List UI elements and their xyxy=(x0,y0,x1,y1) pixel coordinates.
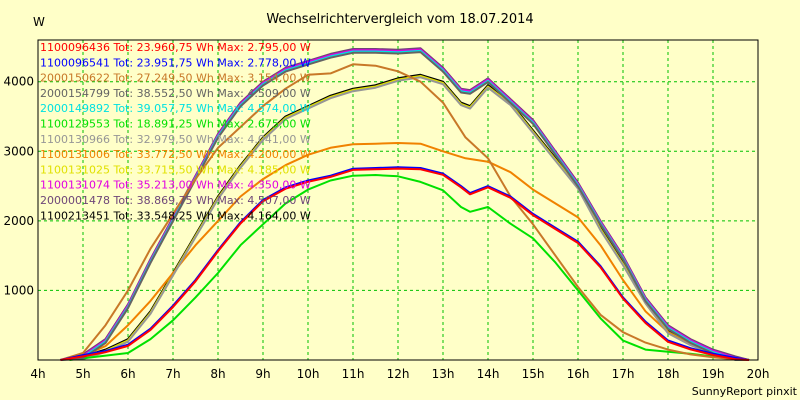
x-tick-label: 8h xyxy=(210,367,225,381)
x-tick-label: 5h xyxy=(75,367,90,381)
legend-entry-1100130966: 1100130966 Tot: 32.979,50 Wh Max: 4.041,… xyxy=(40,133,311,146)
grid xyxy=(38,40,758,360)
legend-entry-1100131006: 1100131006 Tot: 33.772,50 Wh Max: 4.200,… xyxy=(40,148,311,161)
x-tick-label: 11h xyxy=(342,367,365,381)
legend-entry-2000001478: 2000001478 Tot: 38.869,75 Wh Max: 4.507,… xyxy=(40,194,311,207)
footer-credit: SunnyReport pinxit xyxy=(692,385,798,398)
x-tick-label: 6h xyxy=(120,367,135,381)
series-line-1100096436 xyxy=(60,167,750,361)
axis-ticks: 4h 5h 6h 7h 8h 9h 10h 11h 12h 13h 14h 15h 16h 17h 18h 1… xyxy=(3,75,769,381)
y-axis-label: W xyxy=(33,15,45,29)
x-tick-label: 20h xyxy=(747,367,770,381)
series-line-1100130966 xyxy=(60,76,750,361)
x-tick-label: 4h xyxy=(30,367,45,381)
x-tick-label: 13h xyxy=(432,367,455,381)
legend-entry-1100096541: 1100096541 Tot: 23.951,75 Wh Max: 2.778,… xyxy=(40,56,311,69)
plot-frame xyxy=(37,39,759,361)
x-tick-label: 10h xyxy=(297,367,320,381)
y-tick-label: 4000 xyxy=(3,75,34,89)
x-tick-label: 16h xyxy=(567,367,590,381)
x-tick-label: 14h xyxy=(477,367,500,381)
legend-entry-2000154799: 2000154799 Tot: 38.552,50 Wh Max: 4.509,… xyxy=(40,87,311,100)
legend-entry-1100096436: 1100096436 Tot: 23.960,75 Wh Max: 2.795,… xyxy=(40,41,311,54)
series-line-1100129553 xyxy=(69,174,750,361)
legend-entry-1100131074: 1100131074 Tot: 35.213,00 Wh Max: 4.350,… xyxy=(40,179,311,192)
x-tick-label: 9h xyxy=(255,367,270,381)
legend: 1100096436 Tot: 23.960,75 Wh Max: 2.795,… xyxy=(40,41,311,222)
chart-title: Wechselrichtervergleich vom 18.07.2014 xyxy=(266,12,533,27)
x-tick-label: 19h xyxy=(702,367,725,381)
series-lines xyxy=(60,47,750,361)
y-tick-label: 2000 xyxy=(3,214,34,228)
x-tick-label: 15h xyxy=(522,367,545,381)
legend-entry-1100131025: 1100131025 Tot: 33.715,50 Wh Max: 4.185,… xyxy=(40,163,311,176)
x-tick-label: 18h xyxy=(657,367,680,381)
x-tick-label: 12h xyxy=(387,367,410,381)
series-line-2000154799 xyxy=(60,51,749,361)
x-tick-label: 7h xyxy=(165,367,180,381)
y-tick-label: 3000 xyxy=(3,144,34,158)
series-line-2000150622 xyxy=(60,63,750,361)
legend-entry-1100129553: 1100129553 Tot: 18.891,25 Wh Max: 2.675,… xyxy=(40,118,311,131)
legend-entry-2000149892: 2000149892 Tot: 39.057,75 Wh Max: 4.574,… xyxy=(40,102,311,115)
legend-entry-1100213451: 1100213451 Tot: 33.548,25 Wh Max: 4.164,… xyxy=(40,209,311,222)
x-tick-label: 17h xyxy=(612,367,635,381)
y-tick-label: 1000 xyxy=(3,283,34,297)
legend-entry-2000150622: 2000150622 Tot: 27.249,50 Wh Max: 3.154,… xyxy=(40,72,311,85)
